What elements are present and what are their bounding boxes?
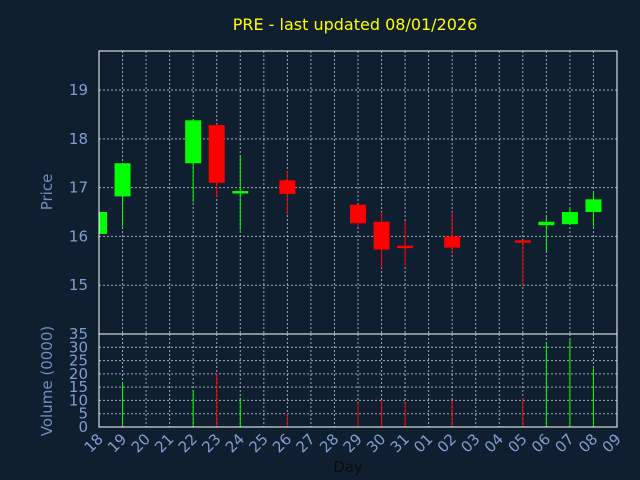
- candle-body-18: [99, 212, 107, 234]
- volume-tick-label-10: 10: [69, 391, 88, 409]
- candle-body-05: [514, 240, 531, 243]
- price-gridlines: [99, 51, 617, 334]
- price-tick-label-17: 17: [69, 179, 88, 197]
- x-axis-label: Day: [333, 458, 363, 476]
- chart-title: PRE - last updated 08/01/2026: [233, 15, 478, 34]
- x-tick-label-19: 19: [104, 430, 130, 456]
- candle-body-23: [208, 125, 225, 183]
- x-tick-labels: 1819202122232425262728293031010203040506…: [81, 430, 625, 456]
- x-tick-label-30: 30: [363, 430, 389, 456]
- candle-body-31: [397, 245, 414, 249]
- candle-body-30: [373, 221, 390, 250]
- x-tick-label-08: 08: [575, 430, 601, 456]
- volume-tick-label-25: 25: [69, 352, 88, 370]
- candle-body-22: [185, 120, 202, 164]
- volume-bars: [122, 339, 594, 427]
- x-tick-label-25: 25: [245, 430, 271, 456]
- x-tick-label-01: 01: [410, 430, 436, 456]
- price-tick-label-15: 15: [69, 276, 88, 294]
- candle-body-06: [538, 221, 555, 226]
- y-axis-label-price: Price: [38, 174, 56, 211]
- x-tick-label-29: 29: [340, 430, 366, 456]
- x-tick-label-26: 26: [269, 430, 295, 456]
- candle-body-08: [585, 199, 602, 213]
- x-tick-label-24: 24: [222, 430, 248, 456]
- x-tick-label-28: 28: [316, 430, 342, 456]
- volume-tick-label-0: 0: [78, 418, 88, 436]
- price-tick-label-16: 16: [69, 227, 88, 245]
- candle-body-26: [279, 180, 296, 194]
- price-tick-labels: 15 16 17 18 19: [69, 81, 88, 294]
- candle-body-29: [350, 204, 366, 224]
- x-tick-label-04: 04: [481, 430, 507, 456]
- x-tick-label-23: 23: [198, 430, 224, 456]
- candle-body-24: [232, 191, 249, 194]
- volume-tick-label-20: 20: [69, 365, 88, 383]
- price-tick-label-19: 19: [69, 81, 88, 99]
- x-tick-label-07: 07: [552, 430, 578, 456]
- x-tick-label-02: 02: [434, 430, 460, 456]
- volume-tick-label-35: 35: [69, 325, 88, 343]
- x-tick-label-06: 06: [528, 430, 554, 456]
- x-tick-label-31: 31: [387, 430, 413, 456]
- volume-tick-label-30: 30: [69, 338, 88, 356]
- x-tick-label-09: 09: [599, 430, 625, 456]
- x-tick-label-21: 21: [151, 430, 177, 456]
- volume-tick-label-15: 15: [69, 378, 88, 396]
- candles: [98, 119, 602, 286]
- volume-panel-frame: [98, 333, 618, 428]
- candle-body-07: [561, 212, 578, 225]
- x-tick-label-20: 20: [128, 430, 154, 456]
- price-tick-label-18: 18: [69, 130, 88, 148]
- candle-body-19: [114, 163, 131, 197]
- x-tick-label-03: 03: [457, 430, 483, 456]
- y-axis-label-volume: Volume (0000): [38, 326, 56, 436]
- x-tick-label-05: 05: [504, 430, 530, 456]
- volume-tick-label-5: 5: [78, 405, 88, 423]
- candle-body-02: [444, 236, 461, 248]
- x-tick-label-27: 27: [293, 430, 319, 456]
- x-tick-label-22: 22: [175, 430, 201, 456]
